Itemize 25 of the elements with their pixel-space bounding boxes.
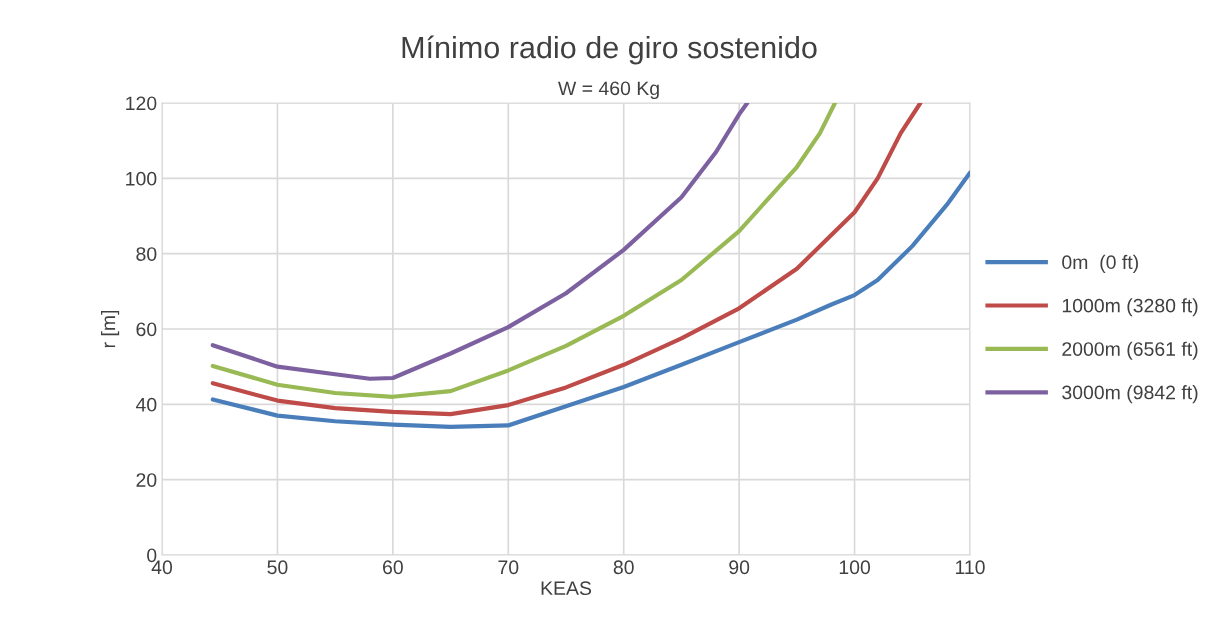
y-tick-label: 40 <box>135 397 157 412</box>
chart-subtitle: W = 460 Kg <box>558 81 659 100</box>
line-series <box>210 103 838 399</box>
x-tick-label: 90 <box>729 560 750 575</box>
y-tick-label: 100 <box>126 171 157 186</box>
x-tick-label: 110 <box>955 560 985 575</box>
legend-label: 2000m (6561 ft) <box>1062 341 1198 360</box>
x-tick-label: 50 <box>267 560 288 575</box>
y-tick-label: 120 <box>126 96 157 111</box>
y-tick-label: 20 <box>136 473 157 487</box>
legend-label: 1000m (3280 ft) <box>1062 298 1198 317</box>
x-tick-label: 60 <box>383 560 403 575</box>
line-series <box>210 103 750 381</box>
x-tick-label: 100 <box>839 560 871 575</box>
line-series <box>210 103 923 417</box>
legend-label: 3000m (9842 ft) <box>1062 385 1198 404</box>
y-tick-label: 60 <box>136 322 157 337</box>
x-tick-label: 70 <box>498 560 519 575</box>
legend-label: 0m (0 ft) <box>1062 254 1138 273</box>
line-series <box>210 170 970 430</box>
y-tick-label: 80 <box>136 247 157 261</box>
x-axis-title: KEAS <box>541 581 592 596</box>
x-tick-label: 80 <box>613 560 634 575</box>
chart-title: Mínimo radio de giro sostenido <box>402 35 817 65</box>
y-axis-title: r [m] <box>101 310 120 348</box>
